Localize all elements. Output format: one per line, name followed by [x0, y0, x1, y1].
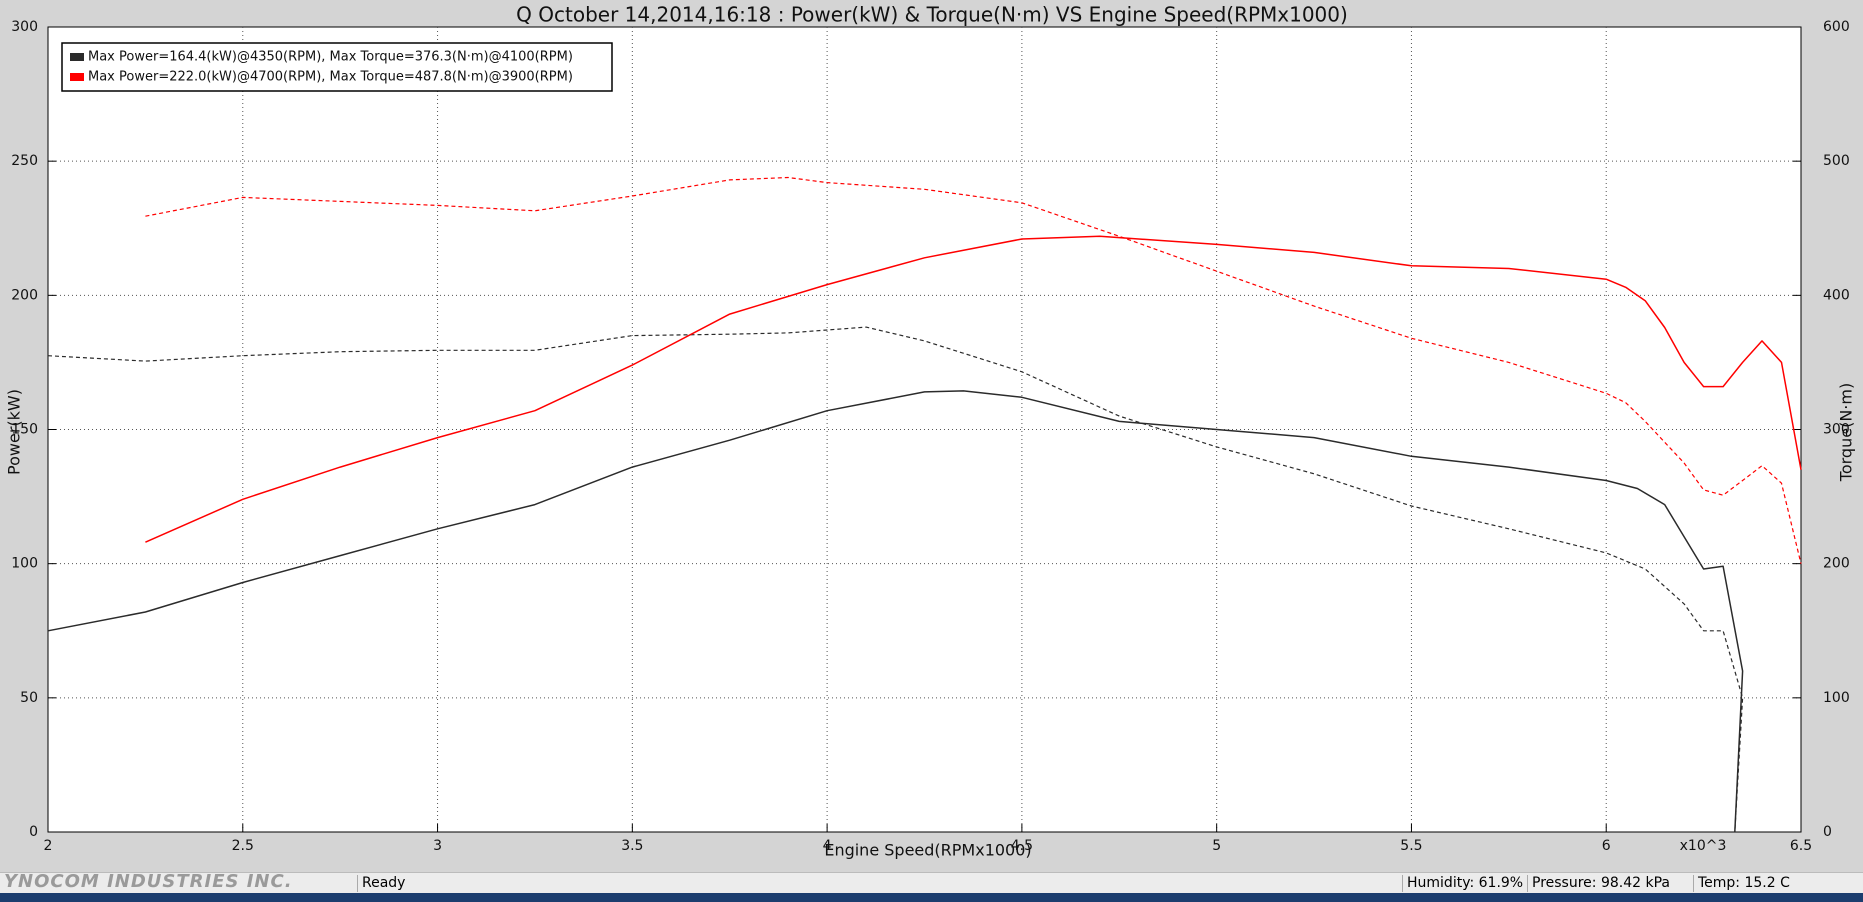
power-line — [145, 235, 1802, 543]
x-axis-label: Engine Speed(RPMx1000) — [824, 841, 1031, 860]
y2-tick-label: 0 — [1823, 824, 1832, 840]
y-axis-label: Power(kW) — [5, 389, 24, 475]
legend-box — [61, 42, 613, 92]
power-line — [47, 390, 1744, 833]
y-tick-label: 100 — [11, 556, 38, 572]
x-tick-label: 4.5 — [1011, 838, 1033, 854]
x-tick-label: 2 — [44, 838, 53, 854]
y2-tick-label: 600 — [1823, 19, 1850, 35]
y-tick-label: 150 — [11, 422, 38, 438]
status-text: Ready — [357, 875, 1402, 892]
x-scale-label: x10^3 — [1680, 838, 1727, 854]
y2-tick-label: 500 — [1823, 153, 1850, 169]
y2-tick-label: 400 — [1823, 287, 1850, 303]
chart: Q October 14,2014,16:18 : Power(kW) & To… — [4, 2, 1856, 860]
y-tick-label: 0 — [29, 824, 38, 840]
y2-tick-label: 100 — [1823, 690, 1850, 706]
status-bar: YNOCOM INDUSTRIES INC. Ready Humidity: 6… — [0, 872, 1863, 894]
x-tick-label: 5.5 — [1400, 838, 1422, 854]
pressure: Pressure: 98.42 kPa — [1527, 875, 1695, 892]
logo: YNOCOM INDUSTRIES INC. — [4, 871, 293, 892]
x-tick-label: 6.5 — [1790, 838, 1812, 854]
y-tick-label: 50 — [20, 690, 38, 706]
taskbar — [0, 893, 1863, 902]
torque-line — [145, 176, 1802, 564]
x-tick-label: 6 — [1602, 838, 1611, 854]
x-tick-label: 2.5 — [232, 838, 254, 854]
x-tick-label: 3 — [433, 838, 442, 854]
chart-title: Q October 14,2014,16:18 : Power(kW) & To… — [516, 3, 1348, 27]
y2-tick-label: 300 — [1823, 422, 1850, 438]
legend-swatch — [70, 73, 84, 81]
y-tick-label: 200 — [11, 287, 38, 303]
temp: Temp: 15.2 C — [1693, 875, 1818, 892]
legend-swatch — [70, 53, 84, 61]
torque-line — [47, 326, 1744, 833]
y2-tick-label: 200 — [1823, 556, 1850, 572]
x-tick-label: 4 — [823, 838, 832, 854]
y2-axis-label: Torque(N·m) — [1837, 383, 1856, 482]
y-tick-label: 300 — [11, 19, 38, 35]
x-tick-label: 5 — [1212, 838, 1221, 854]
y-tick-label: 250 — [11, 153, 38, 169]
legend-label: Max Power=164.4(kW)@4350(RPM), Max Torqu… — [88, 50, 573, 65]
legend-label: Max Power=222.0(kW)@4700(RPM), Max Torqu… — [88, 70, 573, 85]
x-tick-label: 3.5 — [621, 838, 643, 854]
humidity: Humidity: 61.9% — [1402, 875, 1527, 892]
